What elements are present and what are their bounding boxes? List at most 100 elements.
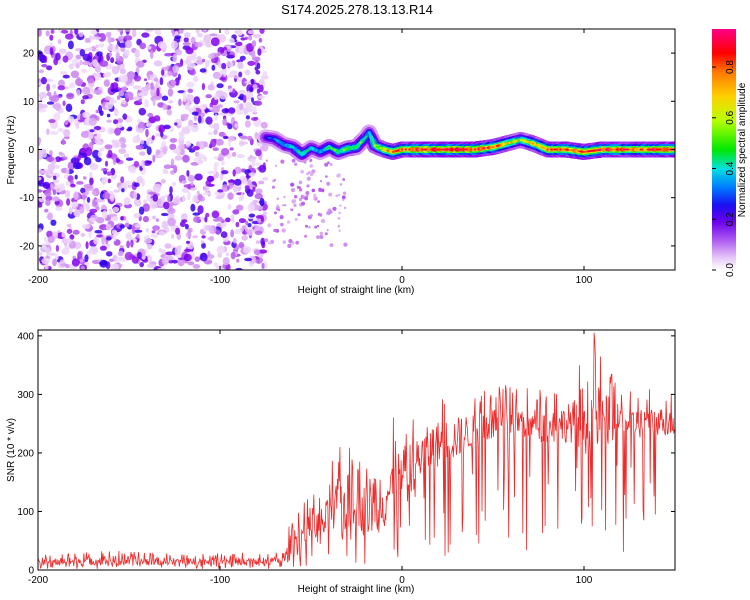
noise-blob <box>179 133 185 141</box>
noise-blob <box>268 241 272 245</box>
y-tick-label: 0 <box>28 145 34 156</box>
noise-blob <box>258 37 263 43</box>
noise-blob <box>73 162 82 170</box>
noise-blob <box>300 169 304 174</box>
noise-blob <box>167 88 174 97</box>
noise-blob <box>311 188 316 193</box>
noise-blob <box>58 151 63 156</box>
noise-blob <box>115 256 124 262</box>
colorbar-gradient <box>712 29 736 270</box>
noise-blob <box>211 105 221 114</box>
noise-blob <box>94 229 103 234</box>
noise-blob <box>329 163 333 166</box>
noise-blob <box>214 113 218 121</box>
noise-blob <box>80 232 86 237</box>
noise-blob <box>288 238 293 244</box>
noise-blob <box>170 40 179 49</box>
noise-blob <box>103 73 107 78</box>
noise-blob <box>52 175 57 180</box>
noise-blob <box>338 211 341 215</box>
noise-blob <box>144 29 154 32</box>
snr-frame <box>37 329 676 571</box>
noise-blob <box>59 71 67 75</box>
noise-blob <box>38 251 43 256</box>
noise-blob <box>54 253 59 261</box>
x-tick-label: 0 <box>399 275 405 286</box>
noise-blob <box>62 156 68 161</box>
noise-blob <box>306 172 309 176</box>
noise-blob <box>99 147 105 152</box>
noise-blob <box>44 190 52 197</box>
noise-blob <box>165 251 175 256</box>
noise-blob <box>122 113 128 120</box>
noise-blob <box>190 187 197 191</box>
x-tick-label: 0 <box>399 575 405 586</box>
noise-blob <box>95 109 100 114</box>
noise-blob <box>337 217 341 220</box>
y-tick-label: 400 <box>17 331 34 342</box>
noise-blob <box>262 70 268 78</box>
noise-blob <box>152 194 159 202</box>
noise-blob <box>237 132 243 137</box>
noise-blob <box>174 246 181 255</box>
noise-blob <box>160 212 169 217</box>
noise-blob <box>102 192 111 200</box>
noise-blob <box>119 68 127 75</box>
noise-blob <box>247 135 253 141</box>
noise-blob <box>174 122 178 126</box>
noise-blob <box>220 231 228 239</box>
noise-blob <box>284 204 287 207</box>
noise-blob <box>245 115 250 120</box>
noise-blob <box>110 57 115 64</box>
noise-blob <box>254 205 264 211</box>
noise-blob <box>306 194 309 197</box>
noise-blob <box>325 175 328 178</box>
noise-blob <box>205 41 212 48</box>
noise-blob <box>94 72 102 81</box>
snr-y-label: SNR (10 * v/v) <box>6 418 17 482</box>
noise-blob <box>273 228 277 233</box>
noise-blob <box>107 44 116 52</box>
noise-blob <box>169 186 173 195</box>
spectrogram-y-label: Frequency (Hz) <box>6 116 17 185</box>
noise-blob <box>106 236 112 241</box>
noise-blob <box>169 203 173 212</box>
noise-blob <box>157 267 167 270</box>
noise-blob <box>94 65 102 73</box>
noise-blob <box>180 148 185 156</box>
noise-blob <box>82 61 91 66</box>
noise-blob <box>190 36 196 45</box>
noise-blob <box>338 229 341 232</box>
noise-blob <box>182 194 186 202</box>
noise-blob <box>158 127 163 133</box>
noise-blob <box>90 29 98 36</box>
noise-blob <box>133 75 142 82</box>
noise-blob <box>92 149 100 159</box>
noise-blob <box>138 107 147 116</box>
noise-blob <box>213 94 219 101</box>
noise-blob <box>95 206 100 211</box>
noise-blob <box>203 184 209 193</box>
noise-blob <box>139 139 145 145</box>
noise-blob <box>291 158 296 163</box>
noise-blob <box>196 190 200 195</box>
noise-blob <box>227 135 235 142</box>
noise-blob <box>57 85 66 91</box>
noise-blob <box>161 220 169 230</box>
noise-blob <box>101 176 108 183</box>
noise-blob <box>238 71 243 78</box>
noise-blob <box>228 107 236 114</box>
noise-blob <box>235 204 244 211</box>
noise-blob <box>141 159 145 169</box>
noise-blob <box>118 148 127 154</box>
noise-blob <box>110 88 119 93</box>
noise-blob <box>174 155 183 161</box>
noise-blob <box>187 88 194 94</box>
noise-blob <box>320 180 323 183</box>
snr-x-label: Height of straight line (km) <box>298 584 415 595</box>
noise-blob <box>306 184 310 188</box>
noise-blob <box>208 53 215 60</box>
noise-blob <box>124 29 131 32</box>
noise-blob <box>89 208 98 214</box>
noise-blob <box>58 48 67 54</box>
